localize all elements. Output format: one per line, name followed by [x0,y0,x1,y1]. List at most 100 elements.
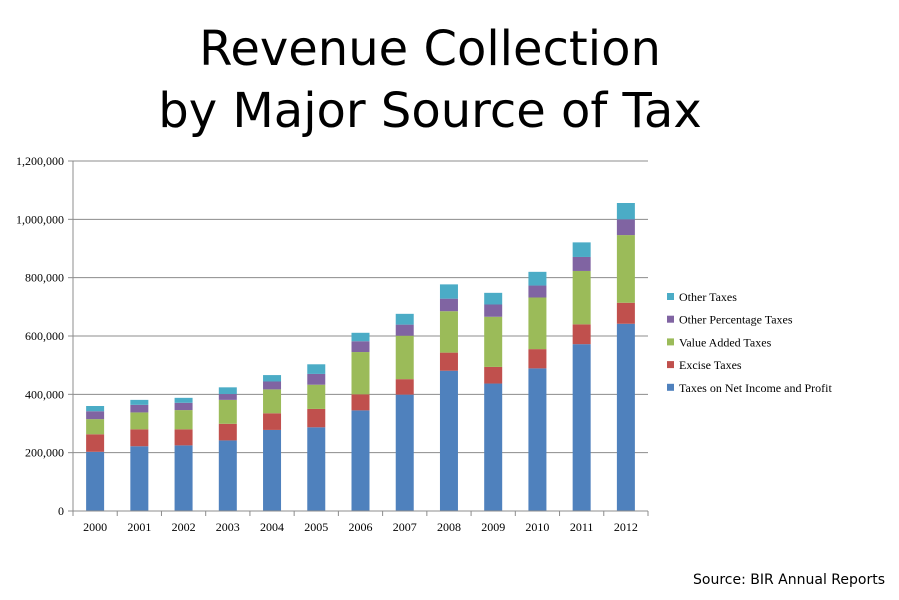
bar-segment-4 [263,375,282,382]
bar-segment-1 [130,429,149,447]
axes: 0 200,000 400,000 600,000 800,000 1,000,000 1,… [16,154,649,534]
x-tick-label: 2000 [83,520,107,534]
bar-segment-0 [572,344,591,511]
bar-segment-2 [439,311,458,353]
legend-swatch [667,361,674,369]
bar-segment-0 [174,445,193,511]
bar-segment-3 [351,341,370,353]
legend-swatch [667,315,674,323]
bar-segment-1 [307,408,326,428]
x-tick-label: 2003 [216,520,240,534]
y-tick-label: 200,000 [25,446,64,460]
bar-segment-0 [86,451,105,511]
bar-segment-1 [572,324,591,345]
bar-segment-2 [174,410,193,430]
bar-segment-3 [395,324,414,336]
bar-segment-3 [439,298,458,312]
bar-segment-2 [307,384,326,409]
bar-segment-0 [263,429,282,511]
bar-segment-3 [263,381,282,390]
bar-segment-2 [351,352,370,395]
source-note: Source: BIR Annual Reports [693,572,885,588]
bar-segment-0 [307,427,326,511]
x-tick-label: 2012 [614,520,638,534]
bar-segment-4 [572,242,591,257]
y-tick-label: 600,000 [25,329,64,343]
bar-segment-4 [616,203,635,220]
bar-segment-4 [395,313,414,325]
bar-segment-1 [174,429,193,446]
bar-segment-1 [218,423,237,441]
legend-swatch [667,383,674,391]
bar-segment-4 [528,271,547,286]
bar-segment-3 [86,411,105,420]
bar-segment-4 [218,387,237,395]
bar-segment-2 [86,419,105,435]
bar-segment-2 [218,399,237,424]
bar-segment-4 [86,406,105,412]
bar-segment-1 [86,434,105,452]
bar-segment-0 [130,446,149,511]
x-tick-label: 2008 [437,520,461,534]
y-tick-label: 800,000 [25,271,64,285]
bar-segment-0 [528,368,547,511]
bar-segment-4 [130,399,149,405]
bar-segment-0 [484,383,503,511]
bar-segment-1 [395,379,414,395]
bar-segment-1 [616,302,635,324]
bar-segment-3 [130,404,149,413]
bar-segment-3 [572,256,591,271]
legend: Other Taxes Other Percentage Taxes Value A… [667,290,832,395]
chart-title-line2: by Major Source of Tax [158,83,702,139]
bar-segment-3 [484,304,503,317]
x-tick-label: 2001 [127,520,151,534]
x-tick-label: 2002 [172,520,196,534]
bar-segment-3 [528,285,547,298]
bar-segment-2 [395,335,414,380]
legend-label: Excise Taxes [679,358,742,372]
y-tick-label: 1,000,000 [16,212,64,226]
bar-segment-0 [616,323,635,511]
bar-segment-3 [616,219,635,236]
bar-segment-4 [484,292,503,305]
bar-segment-2 [528,297,547,350]
legend-label: Other Taxes [679,290,737,304]
x-tick-label: 2005 [304,520,328,534]
x-tick-label: 2009 [481,520,505,534]
bar-segment-3 [307,373,326,385]
x-tick-label: 2007 [393,520,417,534]
bar-segment-4 [174,397,193,403]
bar-segment-0 [218,440,237,511]
bar-segment-0 [351,410,370,511]
bar-segment-3 [218,394,237,400]
chart-title-line1: Revenue Collection [199,21,661,77]
bars [86,203,635,511]
bar-segment-2 [572,270,591,325]
bar-segment-2 [263,389,282,414]
legend-swatch [667,338,674,346]
bar-segment-1 [484,366,503,384]
x-tick-label: 2011 [570,520,594,534]
legend-swatch [667,293,674,300]
bar-segment-4 [439,284,458,299]
chart-title: Revenue Collection by Major Source of Ta… [0,18,860,142]
x-tick-label: 2006 [349,520,373,534]
legend-label: Other Percentage Taxes [679,313,793,327]
bar-segment-4 [307,364,326,374]
bar-segment-1 [351,394,370,411]
bar-segment-1 [439,352,458,371]
y-tick-label: 400,000 [25,387,64,401]
x-tick-label: 2010 [525,520,549,534]
bar-segment-3 [174,402,193,411]
bar-segment-2 [130,412,149,430]
y-tick-label: 1,200,000 [16,154,64,168]
legend-label: Value Added Taxes [679,335,772,349]
y-tick-label: 0 [58,504,64,518]
x-tick-label: 2004 [260,520,284,534]
bar-segment-2 [616,235,635,303]
bar-segment-4 [351,332,370,342]
bar-segment-0 [439,370,458,511]
bar-segment-0 [395,394,414,511]
bar-segment-1 [263,413,282,430]
